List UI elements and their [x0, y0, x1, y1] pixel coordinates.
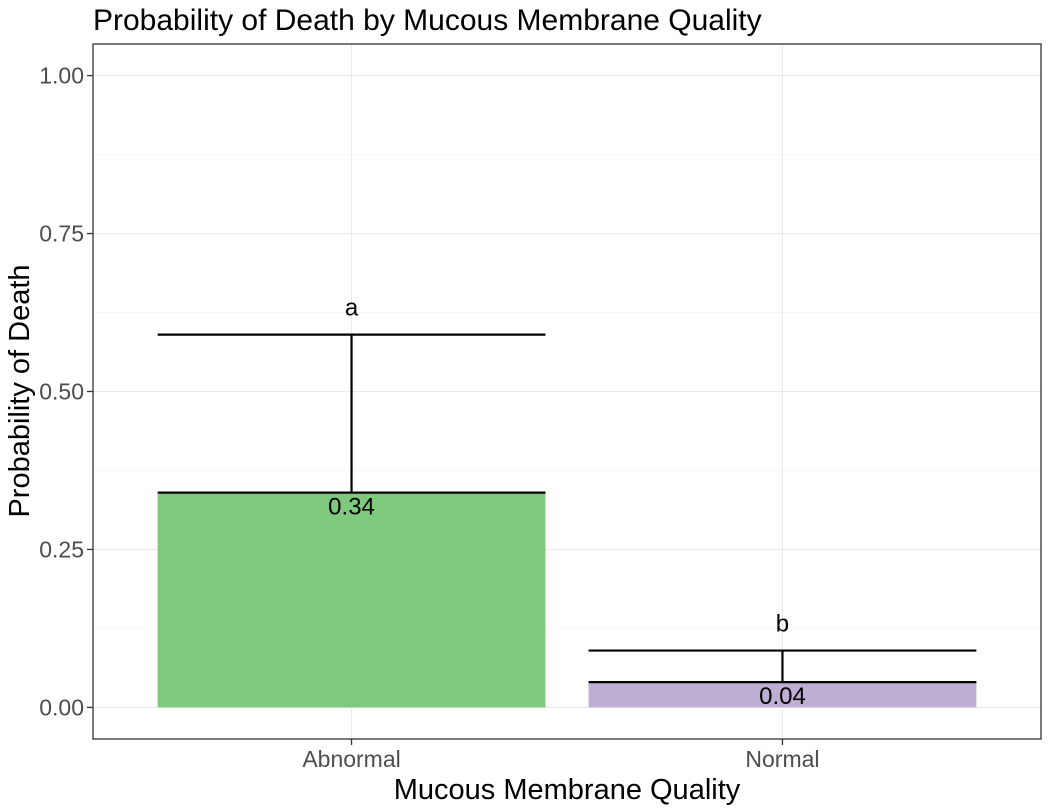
bars: [157, 492, 977, 708]
value-label: 0.34: [328, 494, 375, 521]
bar-normal: [588, 682, 977, 708]
y-tick-label: 0.75: [39, 221, 84, 247]
significance-letter: a: [345, 295, 359, 322]
y-tick-label: 0.50: [39, 379, 84, 405]
bar-abnormal: [157, 492, 546, 708]
x-tick-label: Normal: [745, 746, 819, 772]
x-axis: Abnormal Normal: [302, 739, 820, 772]
y-tick-label: 0.00: [39, 694, 84, 720]
error-bars: [157, 333, 977, 684]
y-tick-label: 0.25: [39, 536, 84, 562]
x-tick-label: Abnormal: [302, 746, 400, 772]
significance-letter: b: [776, 611, 789, 638]
value-label: 0.04: [759, 683, 806, 710]
y-axis: 0.00 0.25 0.50 0.75 1.00: [39, 63, 93, 720]
bar-labels: 0.34 a 0.04 b: [328, 295, 806, 711]
minor-gridlines: [93, 154, 1041, 629]
chart-title: Probability of Death by Mucous Membrane …: [93, 4, 762, 37]
y-tick-label: 1.00: [39, 63, 84, 89]
x-axis-title: Mucous Membrane Quality: [394, 774, 741, 806]
y-axis-title: Probability of Death: [4, 264, 36, 517]
